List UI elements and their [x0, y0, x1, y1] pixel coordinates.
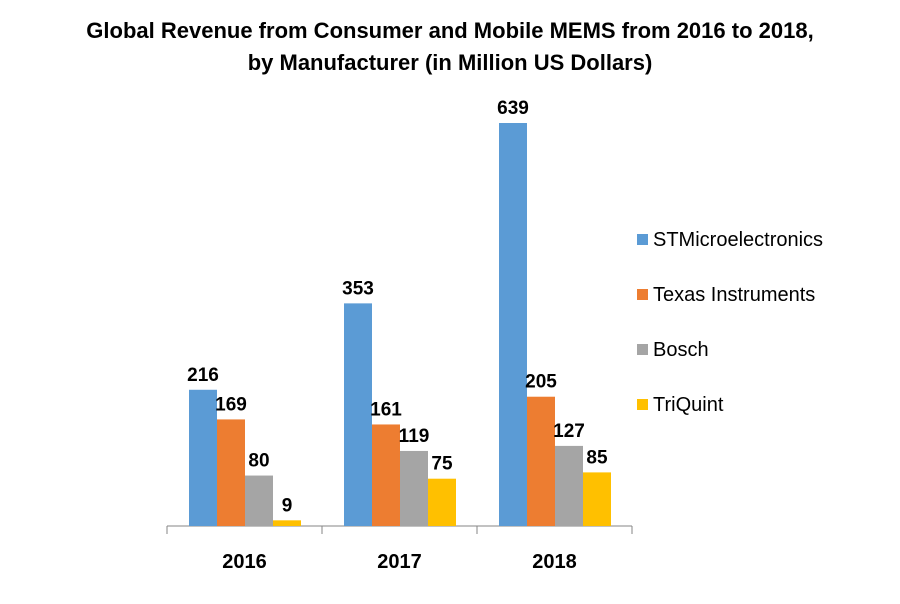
x-tick-label: 2016: [222, 551, 267, 573]
bar-triquint-2017: [428, 478, 456, 526]
legend-label: Texas Instruments: [653, 284, 815, 306]
data-label: 80: [248, 451, 269, 472]
data-label: 75: [431, 454, 453, 475]
bar-bosch-2016: [245, 475, 273, 526]
bar-triquint-2016: [273, 520, 301, 526]
bar-stmicroelectronics-2017: [344, 303, 372, 526]
bar-bosch-2018: [555, 445, 583, 526]
data-label: 127: [553, 421, 585, 442]
bar-bosch-2017: [400, 450, 428, 526]
data-label: 119: [399, 426, 430, 447]
bar-texas-instruments-2016: [217, 419, 245, 526]
data-label: 353: [342, 278, 374, 299]
data-label: 161: [370, 399, 402, 420]
bar-texas-instruments-2018: [527, 396, 555, 526]
legend-label: TriQuint: [653, 394, 724, 416]
bar-texas-instruments-2017: [372, 424, 400, 526]
legend-swatch: [637, 399, 648, 410]
legend-label: Bosch: [653, 339, 709, 361]
legend-swatch: [637, 289, 648, 300]
chart-title-line-2: by Manufacturer (in Million US Dollars): [248, 50, 653, 75]
data-label: 205: [525, 372, 557, 393]
legend: STMicroelectronics Texas Instruments Bosch…: [637, 229, 823, 416]
legend-label: STMicroelectronics: [653, 229, 823, 251]
data-label: 639: [497, 98, 529, 119]
x-tick-label: 2018: [532, 551, 577, 573]
bar-triquint-2018: [583, 472, 611, 526]
bar-stmicroelectronics-2016: [189, 389, 217, 526]
legend-swatch: [637, 234, 648, 245]
bar-stmicroelectronics-2018: [499, 123, 527, 526]
data-label: 169: [215, 394, 247, 415]
data-label: 85: [586, 447, 608, 468]
data-label: 9: [282, 495, 293, 516]
legend-swatch: [637, 344, 648, 355]
chart-title-line-1: Global Revenue from Consumer and Mobile …: [86, 18, 813, 43]
data-label: 216: [187, 365, 219, 386]
x-tick-label: 2017: [377, 551, 422, 573]
